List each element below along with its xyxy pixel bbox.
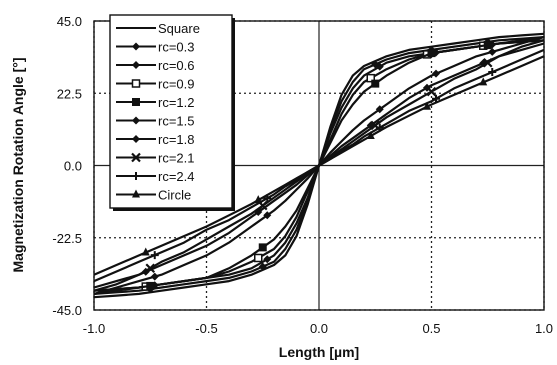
data-point xyxy=(375,105,384,114)
data-point xyxy=(427,49,436,58)
y-tick-label: 0.0 xyxy=(64,159,82,174)
data-point xyxy=(432,94,440,103)
data-point xyxy=(426,86,437,97)
legend-marker xyxy=(132,61,140,69)
legend-marker xyxy=(132,189,140,198)
y-tick-label: 45.0 xyxy=(57,14,82,29)
legend-marker xyxy=(132,98,140,106)
y-tick-label: 22.5 xyxy=(57,86,82,101)
data-point xyxy=(423,101,431,110)
y-tick-label: -22.5 xyxy=(52,231,82,246)
data-point xyxy=(366,130,375,139)
data-point xyxy=(366,73,375,83)
data-point xyxy=(479,77,488,86)
legend-marker xyxy=(132,116,140,125)
series-line-9 xyxy=(93,55,545,276)
data-point xyxy=(254,195,263,204)
data-point xyxy=(141,247,150,256)
legend: Square rc=0.3 rc=0.6 rc=0.9 rc=1.2 rc=1.5 rc=1… xyxy=(109,14,235,211)
x-tick-label: -0.5 xyxy=(195,321,217,336)
legend-label: rc=2.4 xyxy=(158,169,195,184)
data-point xyxy=(371,79,380,88)
series-group xyxy=(93,32,545,299)
x-tick-label: 0.0 xyxy=(310,321,328,336)
y-tick-label: -45.0 xyxy=(52,303,82,318)
data-point xyxy=(254,253,263,263)
legend-label: rc=0.3 xyxy=(158,40,195,55)
x-tick-label: -1.0 xyxy=(83,321,105,336)
plot-frame xyxy=(93,20,545,311)
legend-label: rc=1.2 xyxy=(158,95,195,110)
tick-labels: -1.0 -0.5 0.0 0.5 1.0 45.0 22.5 0.0 -22.5 -45.0 xyxy=(52,14,553,336)
legend-label: rc=2.1 xyxy=(158,151,195,166)
data-point xyxy=(375,62,384,71)
data-point xyxy=(432,69,440,78)
legend-marker xyxy=(132,172,140,180)
data-point xyxy=(483,41,492,50)
legend-label: rc=0.6 xyxy=(158,58,195,73)
data-point xyxy=(482,57,493,68)
x-tick-label: 0.5 xyxy=(422,321,440,336)
data-point xyxy=(258,243,267,252)
data-point xyxy=(145,263,156,274)
legend-label: rc=1.5 xyxy=(158,114,195,129)
legend-label: rc=0.9 xyxy=(158,77,195,92)
legend-label: Circle xyxy=(158,188,191,203)
legend-label: rc=1.8 xyxy=(158,132,195,147)
data-point xyxy=(150,251,159,260)
x-axis-label: Length [µm] xyxy=(279,344,359,360)
data-point xyxy=(258,262,267,271)
data-point xyxy=(263,255,272,264)
data-point xyxy=(488,68,497,77)
data-point xyxy=(150,272,159,281)
x-tick-label: 1.0 xyxy=(535,321,553,336)
legend-marker xyxy=(131,152,141,163)
data-point xyxy=(263,211,272,220)
y-axis-label: Magnetization Rotation Angle [°] xyxy=(10,57,26,272)
legend-marker xyxy=(132,42,140,51)
legend-marker xyxy=(132,135,140,143)
legend-label: Square xyxy=(158,21,200,36)
data-point xyxy=(146,281,155,290)
data-point xyxy=(488,47,497,56)
legend-marker xyxy=(131,79,141,88)
